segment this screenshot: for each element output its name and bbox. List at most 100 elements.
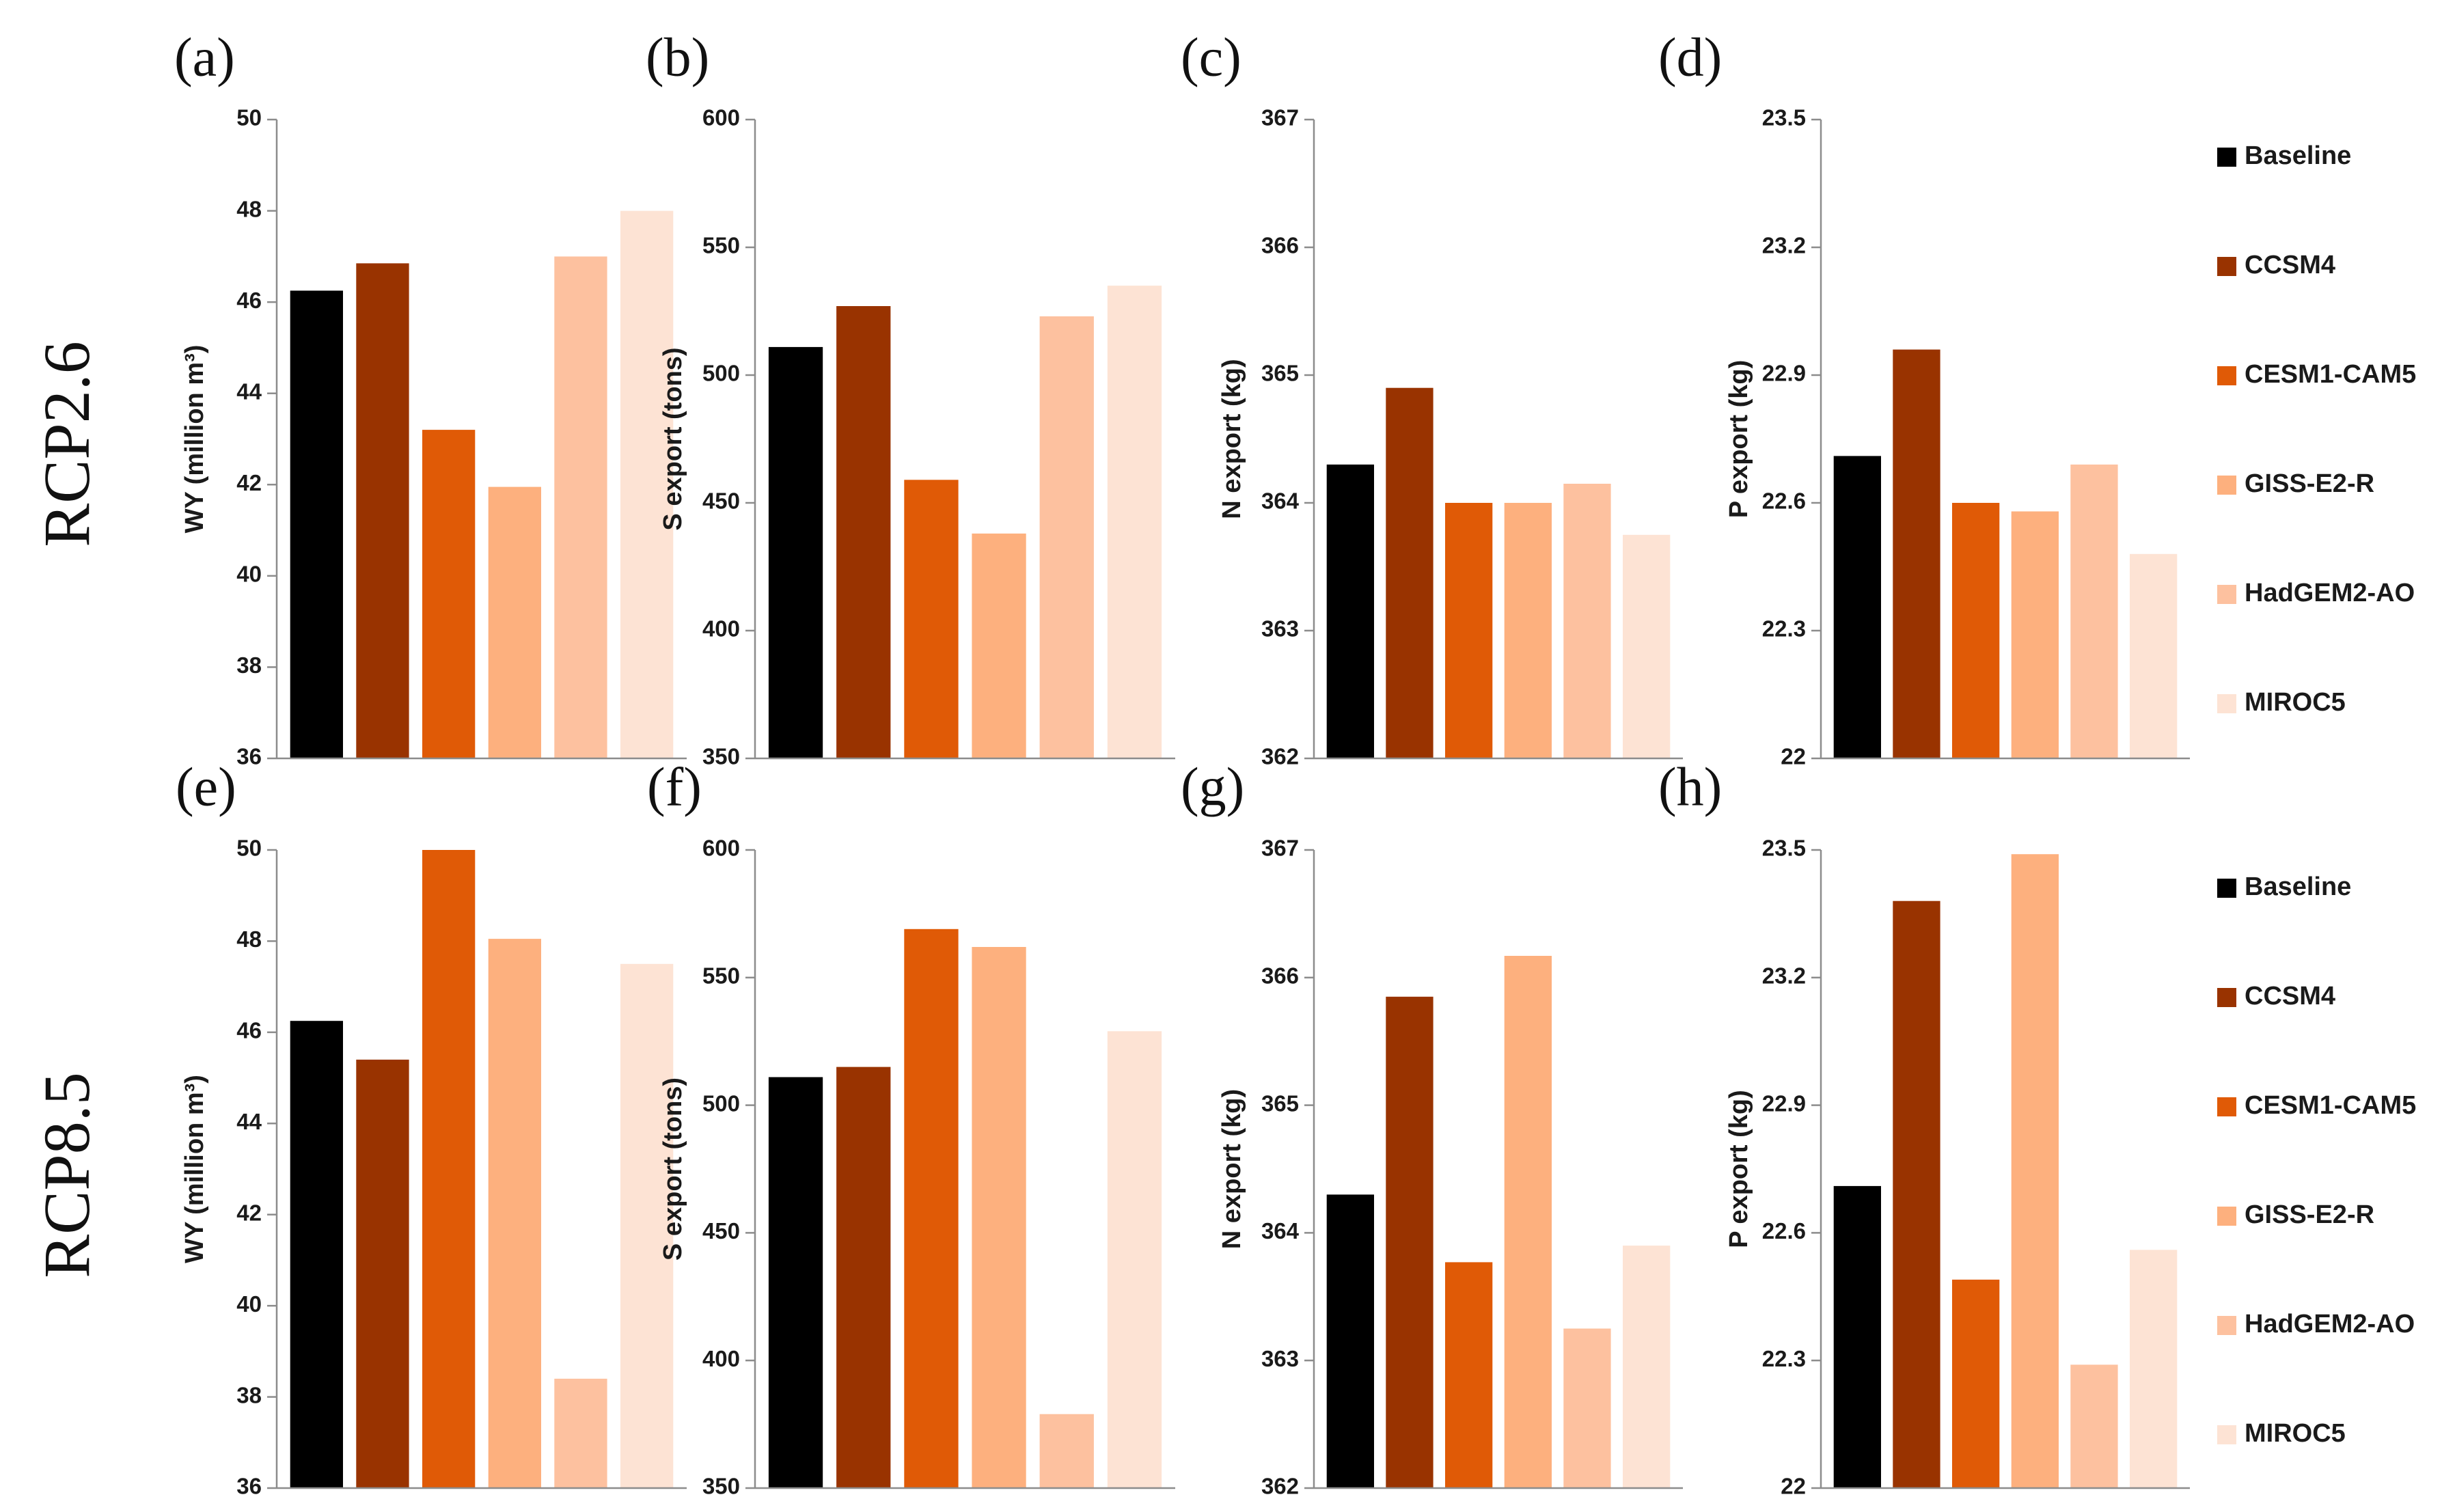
bar-baseline	[1833, 1185, 1881, 1488]
bar-cesm1-cam5	[422, 850, 476, 1488]
bar-hadgem2-ao	[2070, 1364, 2118, 1488]
bar-miroc5	[2130, 553, 2178, 758]
y-tick-label: 22.6	[1762, 489, 1806, 514]
bar-baseline	[1326, 464, 1374, 758]
y-tick-label: 550	[702, 963, 740, 989]
bar-baseline	[768, 1077, 823, 1488]
legend-label: HadGEM2-AO	[2245, 1310, 2415, 1338]
y-axis-label: N export (kg)	[1218, 1089, 1246, 1249]
y-tick-label: 36	[236, 744, 262, 769]
panels: (a) 36 38 40 42 44 46 48 50 WY (million m³) (b) 350…	[174, 27, 2190, 1499]
bar-baseline	[290, 1021, 343, 1488]
bar-hadgem2-ao	[1039, 1414, 1094, 1488]
legend-label: MIROC5	[2245, 1419, 2346, 1448]
panel-letter: (e)	[176, 757, 236, 817]
bar-miroc5	[1623, 534, 1671, 759]
bar-giss-e2-r	[972, 533, 1026, 758]
bar-miroc5	[1107, 286, 1162, 759]
legend-swatch	[2217, 257, 2236, 276]
legend-swatch	[2217, 148, 2236, 167]
legend-swatch	[2217, 694, 2236, 713]
y-tick-label: 48	[236, 926, 262, 952]
bar-cesm1-cam5	[1445, 503, 1493, 758]
panel-c: (c) 362 363 364 365 366 367 N export (kg)	[1181, 27, 1683, 769]
y-tick-label: 23.2	[1762, 963, 1806, 989]
row-label-rcp85: RCP8.5	[30, 1072, 103, 1278]
y-tick-label: 350	[702, 744, 740, 769]
y-axis-label: WY (million m³)	[180, 345, 209, 534]
y-tick-label: 367	[1261, 105, 1299, 130]
bar-baseline	[1326, 1194, 1374, 1488]
y-tick-label: 40	[236, 562, 262, 587]
legend-label: Baseline	[2245, 872, 2351, 901]
bar-ccsm4	[836, 1067, 891, 1488]
panel-f: (f) 350 400 450 500 550 600 S export (tons)	[647, 757, 1175, 1499]
bar-cesm1-cam5	[1952, 1279, 2000, 1488]
bar-hadgem2-ao	[1039, 316, 1094, 758]
bar-hadgem2-ao	[2070, 464, 2118, 758]
y-tick-label: 400	[702, 1346, 740, 1371]
bar-ccsm4	[1386, 387, 1433, 758]
y-tick-label: 362	[1261, 744, 1299, 769]
panel-letter: (c)	[1181, 27, 1241, 87]
row-labels: RCP2.6 RCP8.5	[30, 341, 103, 1278]
legend-swatch	[2217, 879, 2236, 898]
y-axis-label: P export (kg)	[1725, 1090, 1753, 1248]
bar-miroc5	[620, 210, 674, 759]
bar-baseline	[1833, 456, 1881, 758]
y-tick-label: 550	[702, 233, 740, 258]
y-tick-label: 362	[1261, 1474, 1299, 1499]
y-tick-label: 22.9	[1762, 361, 1806, 386]
y-tick-label: 23.5	[1762, 836, 1806, 861]
y-tick-label: 364	[1261, 489, 1300, 514]
y-tick-label: 367	[1261, 836, 1299, 861]
panel-letter: (b)	[646, 27, 709, 87]
legend-swatch	[2217, 1316, 2236, 1335]
bar-miroc5	[2130, 1250, 2178, 1488]
y-tick-label: 600	[702, 836, 740, 861]
legend-label: GISS-E2-R	[2245, 469, 2374, 498]
y-tick-label: 38	[236, 652, 262, 678]
y-tick-label: 22.9	[1762, 1090, 1806, 1116]
panel-letter: (f)	[647, 757, 702, 817]
y-tick-label: 44	[236, 1109, 262, 1134]
bar-ccsm4	[1893, 901, 1940, 1488]
y-tick-label: 36	[236, 1474, 262, 1499]
panel-g: (g) 362 363 364 365 366 367 N export (kg)	[1181, 757, 1683, 1499]
y-tick-label: 22	[1781, 1474, 1806, 1499]
y-tick-label: 450	[702, 489, 740, 514]
legend-swatch	[2217, 1425, 2236, 1444]
y-tick-label: 365	[1261, 361, 1299, 386]
legend-label: MIROC5	[2245, 688, 2346, 717]
legend-swatch	[2217, 366, 2236, 385]
bar-ccsm4	[1386, 996, 1433, 1488]
y-tick-label: 40	[236, 1291, 262, 1317]
legend-2: Baseline CCSM4 CESM1-CAM5 GISS-E2-R HadGEM2-…	[2217, 872, 2416, 1448]
y-tick-label: 46	[236, 288, 262, 313]
y-tick-label: 600	[702, 105, 740, 130]
bar-giss-e2-r	[2011, 511, 2059, 758]
y-tick-label: 22	[1781, 744, 1806, 769]
bar-ccsm4	[356, 1059, 409, 1488]
legend-label: HadGEM2-AO	[2245, 579, 2415, 607]
y-axis-label: S export (tons)	[659, 347, 687, 530]
y-tick-label: 500	[702, 1090, 740, 1116]
y-tick-label: 46	[236, 1018, 262, 1043]
legend-label: CCSM4	[2245, 982, 2335, 1011]
y-axis-label: P export (kg)	[1725, 360, 1753, 519]
bar-giss-e2-r	[1504, 503, 1552, 758]
panel-b: (b) 350 400 450 500 550 600 S export (tons)	[646, 27, 1175, 769]
bar-cesm1-cam5	[1445, 1262, 1493, 1488]
y-tick-label: 363	[1261, 616, 1299, 642]
bar-ccsm4	[1893, 349, 1940, 759]
bar-baseline	[768, 346, 823, 758]
legend-swatch	[2217, 585, 2236, 604]
panel-a: (a) 36 38 40 42 44 46 48 50 WY (million m³)	[174, 27, 687, 769]
legend-label: CCSM4	[2245, 251, 2335, 279]
bar-hadgem2-ao	[1563, 484, 1611, 758]
bar-giss-e2-r	[1504, 956, 1552, 1488]
legend-swatch	[2217, 1207, 2236, 1226]
bar-giss-e2-r	[972, 947, 1026, 1488]
bar-miroc5	[1107, 1031, 1162, 1488]
y-tick-label: 50	[236, 105, 262, 130]
